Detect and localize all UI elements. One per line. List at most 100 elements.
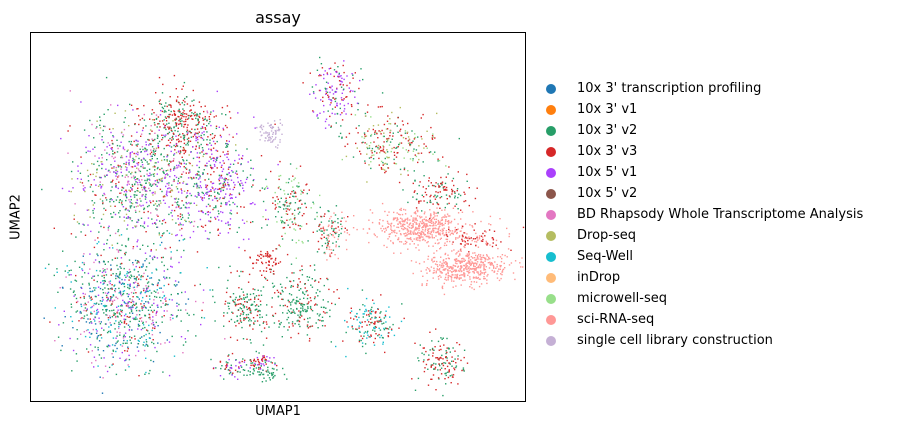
scatter-point — [138, 123, 140, 126]
scatter-point — [102, 299, 104, 301]
scatter-point — [257, 298, 260, 300]
scatter-point — [445, 352, 447, 355]
scatter-point — [118, 281, 121, 284]
scatter-point — [218, 193, 220, 195]
scatter-point — [391, 231, 393, 234]
scatter-point — [319, 89, 322, 92]
scatter-point — [105, 209, 107, 211]
scatter-point — [399, 130, 401, 132]
scatter-point — [422, 196, 425, 198]
scatter-point — [155, 208, 157, 210]
scatter-point — [396, 220, 398, 222]
scatter-point — [103, 207, 105, 210]
scatter-point — [245, 178, 248, 180]
scatter-point — [152, 166, 154, 168]
scatter-point — [255, 367, 258, 369]
scatter-point — [325, 88, 327, 90]
scatter-point — [213, 171, 215, 173]
scatter-point — [119, 273, 121, 275]
scatter-point — [439, 221, 441, 223]
scatter-point — [130, 274, 132, 276]
scatter-point — [63, 310, 65, 312]
scatter-point — [399, 222, 401, 224]
scatter-point — [298, 239, 300, 242]
scatter-point — [348, 132, 351, 135]
scatter-point — [179, 103, 181, 106]
scatter-point — [386, 214, 389, 216]
scatter-point — [74, 294, 76, 296]
scatter-point — [321, 320, 323, 322]
scatter-point — [109, 345, 111, 347]
scatter-point — [301, 240, 303, 243]
scatter-point — [190, 202, 192, 204]
scatter-point — [178, 123, 180, 125]
scatter-point — [337, 66, 339, 68]
scatter-point — [123, 216, 125, 218]
scatter-point — [425, 145, 427, 147]
scatter-point — [218, 212, 220, 215]
scatter-point — [385, 227, 387, 229]
scatter-point — [168, 163, 170, 165]
scatter-point — [131, 337, 133, 339]
scatter-point — [174, 118, 176, 121]
scatter-point — [198, 194, 200, 196]
scatter-point — [76, 221, 79, 223]
scatter-point — [302, 292, 304, 294]
scatter-point — [342, 340, 344, 342]
scatter-point — [136, 194, 138, 196]
scatter-point — [256, 356, 259, 359]
scatter-point — [380, 334, 383, 337]
scatter-point — [189, 140, 192, 142]
scatter-point — [115, 169, 118, 172]
scatter-point — [169, 319, 172, 321]
scatter-point — [228, 185, 230, 187]
scatter-point — [116, 151, 119, 153]
scatter-point — [337, 76, 340, 78]
scatter-point — [141, 300, 143, 302]
scatter-point — [136, 221, 138, 223]
scatter-point — [227, 279, 229, 282]
scatter-point — [190, 114, 193, 117]
scatter-point — [70, 190, 72, 193]
scatter-point — [142, 321, 144, 324]
scatter-point — [447, 274, 449, 277]
scatter-point — [185, 183, 187, 185]
scatter-point — [92, 190, 94, 193]
scatter-point — [114, 213, 117, 216]
scatter-point — [188, 202, 190, 204]
scatter-point — [95, 303, 97, 305]
scatter-point — [204, 213, 207, 215]
scatter-point — [149, 153, 152, 155]
scatter-point — [155, 223, 157, 225]
scatter-point — [432, 374, 435, 376]
scatter-point — [400, 320, 403, 323]
scatter-point — [148, 204, 150, 207]
scatter-point — [113, 312, 115, 314]
scatter-point — [160, 153, 162, 155]
scatter-point — [140, 175, 142, 177]
scatter-point — [279, 141, 281, 143]
scatter-point — [436, 195, 439, 197]
scatter-point — [379, 146, 381, 148]
scatter-point — [256, 126, 258, 129]
scatter-point — [96, 312, 98, 314]
scatter-point — [413, 238, 415, 240]
scatter-point — [298, 211, 301, 213]
scatter-point — [128, 171, 130, 173]
scatter-point — [89, 186, 92, 188]
scatter-point — [215, 161, 217, 163]
scatter-point — [154, 180, 156, 182]
scatter-point — [208, 178, 210, 180]
scatter-point — [409, 158, 412, 160]
scatter-point — [447, 220, 450, 222]
scatter-point — [115, 337, 117, 339]
scatter-point — [57, 291, 59, 293]
scatter-point — [388, 236, 391, 238]
scatter-point — [94, 289, 96, 291]
scatter-point — [478, 274, 480, 276]
scatter-point — [219, 134, 222, 137]
scatter-point — [463, 274, 466, 277]
scatter-point — [76, 329, 78, 331]
scatter-point — [405, 243, 407, 245]
scatter-point — [286, 213, 289, 215]
